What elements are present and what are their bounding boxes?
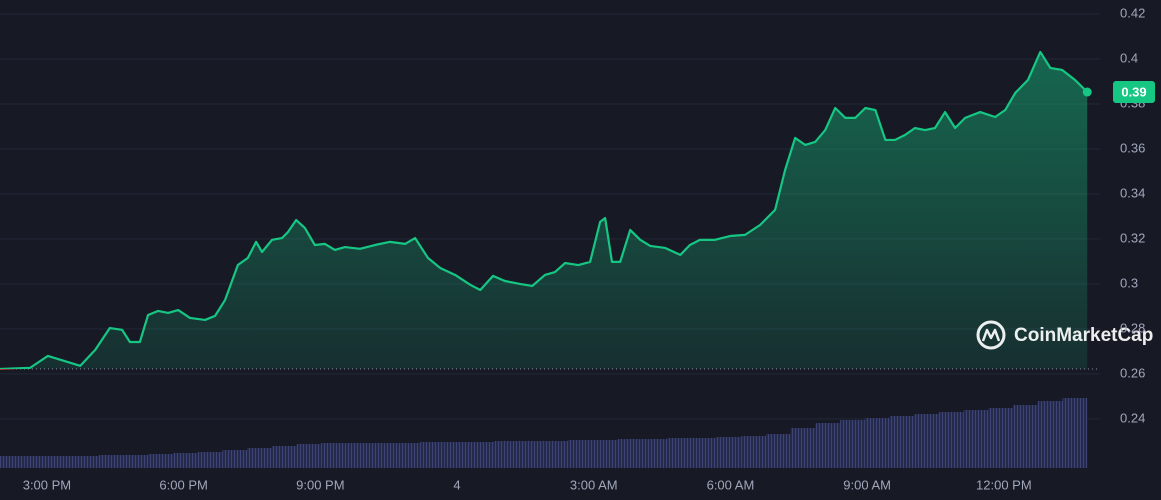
volume-bar	[667, 438, 692, 468]
volume-bar	[593, 440, 618, 468]
price-badge-label: 0.39	[1121, 84, 1146, 99]
volume-bar	[914, 414, 939, 468]
volume-bar	[741, 436, 767, 468]
volume-bar	[197, 452, 223, 468]
watermark-logo-mark	[981, 328, 1001, 342]
y-tick-label: 0.32	[1120, 230, 1145, 245]
price-badge	[1113, 81, 1155, 104]
volume-bar	[1037, 401, 1063, 468]
y-tick-label: 0.3	[1120, 275, 1138, 290]
volume-bar	[420, 442, 445, 468]
x-tick-label: 9:00 AM	[843, 477, 891, 492]
volume-bar	[1062, 398, 1088, 468]
volume-bar	[543, 441, 569, 468]
volume-bar	[617, 439, 643, 468]
watermark-text: CoinMarketCap	[1014, 325, 1153, 346]
volume-bar	[889, 416, 915, 468]
y-tick-label: 0.34	[1120, 185, 1145, 200]
volume-bar	[568, 440, 594, 468]
volume-bar	[0, 456, 25, 468]
x-tick-label: 3:00 PM	[23, 477, 71, 492]
volume-bar	[469, 442, 495, 468]
volume-bar	[148, 454, 173, 468]
y-tick-label: 0.28	[1120, 320, 1145, 335]
volume-bar	[766, 434, 791, 468]
volume-bar	[98, 455, 124, 468]
x-tick-label: 6:00 PM	[159, 477, 207, 492]
volume-bar	[172, 453, 198, 468]
volume-bar	[321, 443, 346, 468]
area	[0, 51, 1088, 369]
volume-bar	[988, 408, 1014, 468]
watermark-logo	[976, 320, 1006, 350]
volume-bar	[271, 446, 297, 468]
x-tick-label: 4	[453, 477, 460, 492]
volume-bar	[49, 456, 75, 468]
volume-bar	[518, 441, 544, 468]
volume-bar	[123, 455, 149, 468]
price-line	[0, 50, 1089, 369]
axes: 0.240.260.280.30.320.340.360.380.40.423:…	[23, 5, 1155, 492]
volume-bar	[345, 443, 371, 468]
volume-bar	[24, 456, 50, 468]
x-tick-label: 3:00 AM	[570, 477, 618, 492]
volume-bar	[716, 437, 742, 468]
y-tick-label: 0.42	[1120, 5, 1145, 20]
y-tick-label: 0.26	[1120, 365, 1145, 380]
volume-bar	[815, 423, 841, 468]
volume-bar	[963, 410, 989, 468]
y-tick-label: 0.4	[1120, 50, 1138, 65]
watermark: CoinMarketCap	[976, 320, 1153, 350]
volume-bar	[395, 443, 421, 468]
volume	[0, 398, 1088, 468]
volume-bar	[444, 442, 470, 468]
volume-bar	[296, 444, 322, 468]
volume-bar	[864, 418, 890, 468]
y-tick-label: 0.36	[1120, 140, 1145, 155]
x-tick-label: 6:00 AM	[707, 477, 755, 492]
volume-bar	[938, 412, 964, 468]
x-tick-label: 9:00 PM	[296, 477, 344, 492]
volume-bar	[247, 448, 272, 468]
volume-bar	[370, 443, 396, 468]
volume-bar	[642, 439, 668, 468]
line	[0, 50, 1100, 370]
y-tick-label: 0.24	[1120, 410, 1145, 425]
price-area	[0, 51, 1088, 369]
x-tick-label: 12:00 PM	[976, 477, 1032, 492]
volume-bar	[691, 438, 717, 468]
volume-bar	[1013, 405, 1038, 468]
volume-bar	[790, 428, 816, 468]
volume-bar	[494, 441, 519, 468]
volume-bar	[840, 420, 865, 468]
last-point	[1082, 87, 1092, 97]
volume-bar	[74, 456, 99, 468]
volume-bar	[222, 450, 248, 468]
